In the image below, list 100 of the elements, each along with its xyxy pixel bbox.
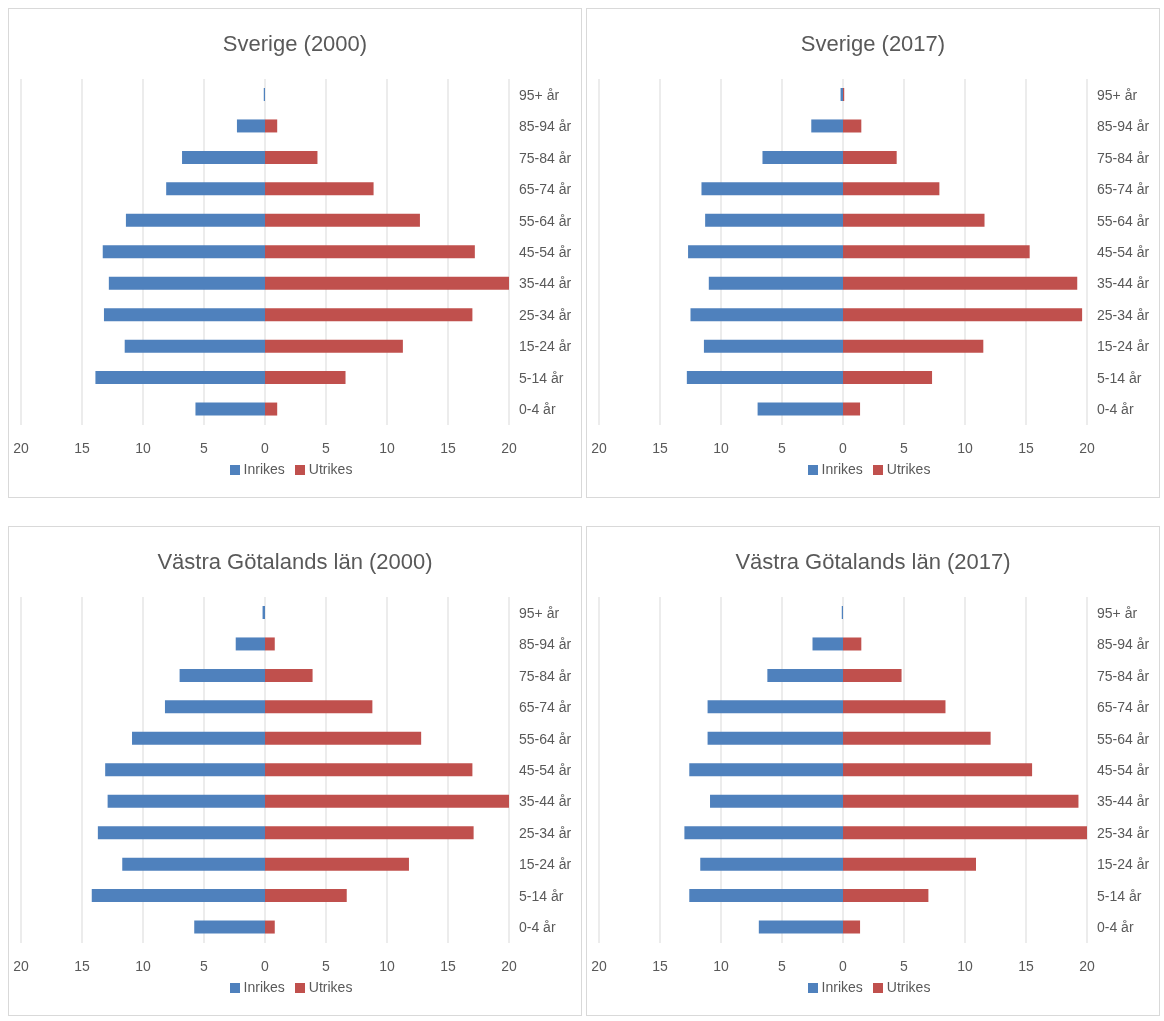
bar bbox=[688, 245, 843, 259]
y-tick-label: 75-84 år bbox=[1097, 149, 1150, 166]
bar bbox=[265, 119, 278, 133]
bar bbox=[843, 402, 861, 416]
bar bbox=[265, 826, 474, 840]
x-tick-label: 15 bbox=[1018, 957, 1034, 974]
bar bbox=[164, 700, 265, 714]
bar bbox=[843, 700, 946, 714]
bar bbox=[690, 308, 843, 322]
legend-label: Inrikes bbox=[821, 461, 863, 477]
y-tick-label: 0-4 år bbox=[519, 919, 556, 936]
y-tick-label: 35-44 år bbox=[1097, 275, 1150, 292]
y-tick-label: 95+ år bbox=[519, 604, 560, 621]
bar bbox=[758, 920, 843, 934]
x-tick-label: 10 bbox=[379, 957, 395, 974]
y-tick-label: 0-4 år bbox=[1097, 401, 1134, 418]
x-tick-label: 10 bbox=[135, 957, 151, 974]
y-tick-label: 35-44 år bbox=[519, 275, 572, 292]
bar bbox=[265, 763, 473, 777]
y-tick-label: 55-64 år bbox=[519, 212, 572, 229]
x-tick-label: 20 bbox=[501, 439, 517, 456]
y-tick-label: 85-94 år bbox=[1097, 118, 1150, 135]
bar bbox=[843, 213, 985, 227]
bar bbox=[843, 150, 897, 164]
y-tick-label: 45-54 år bbox=[519, 761, 572, 778]
bar bbox=[705, 213, 843, 227]
y-tick-label: 85-94 år bbox=[519, 636, 572, 653]
y-tick-label: 35-44 år bbox=[519, 793, 572, 810]
bar bbox=[843, 826, 1087, 840]
bar bbox=[179, 668, 265, 682]
y-tick-label: 55-64 år bbox=[1097, 730, 1150, 747]
y-tick-label: 25-34 år bbox=[1097, 306, 1150, 323]
y-tick-label: 15-24 år bbox=[1097, 856, 1150, 873]
x-tick-label: 10 bbox=[957, 439, 973, 456]
x-tick-label: 0 bbox=[839, 439, 848, 456]
y-tick-label: 15-24 år bbox=[1097, 338, 1150, 355]
bar bbox=[707, 700, 843, 714]
legend-label: Utrikes bbox=[886, 461, 931, 477]
bar bbox=[265, 150, 318, 164]
bar bbox=[107, 794, 265, 808]
y-tick-label: 25-34 år bbox=[1097, 824, 1150, 841]
bar bbox=[843, 371, 933, 385]
bar bbox=[684, 826, 843, 840]
x-tick-label: 15 bbox=[74, 439, 90, 456]
chart-title: Västra Götalands län (2000) bbox=[156, 548, 434, 576]
bar bbox=[843, 245, 1030, 259]
bar bbox=[91, 889, 265, 903]
chart-title: Västra Götalands län (2017) bbox=[734, 548, 1012, 576]
bar bbox=[843, 276, 1078, 290]
x-tick-label: 5 bbox=[900, 439, 909, 456]
bar bbox=[689, 889, 843, 903]
bar bbox=[843, 763, 1033, 777]
legend-label: Utrikes bbox=[308, 461, 353, 477]
bar bbox=[194, 920, 265, 934]
bar bbox=[265, 637, 275, 651]
bar bbox=[166, 182, 265, 196]
y-tick-label: 95+ år bbox=[519, 86, 560, 103]
chart-title: Sverige (2017) bbox=[799, 30, 947, 58]
bar bbox=[108, 276, 265, 290]
bar bbox=[703, 339, 843, 353]
y-tick-label: 45-54 år bbox=[519, 243, 572, 260]
x-tick-label: 5 bbox=[200, 439, 209, 456]
y-tick-label: 15-24 år bbox=[519, 856, 572, 873]
bar bbox=[707, 731, 843, 745]
y-tick-label: 15-24 år bbox=[519, 338, 572, 355]
x-tick-label: 0 bbox=[839, 957, 848, 974]
bar bbox=[265, 889, 347, 903]
y-tick-label: 5-14 år bbox=[519, 887, 564, 904]
y-tick-label: 65-74 år bbox=[1097, 699, 1150, 716]
legend-label: Inrikes bbox=[243, 979, 285, 995]
x-tick-label: 20 bbox=[1079, 439, 1095, 456]
bar bbox=[811, 119, 843, 133]
x-tick-label: 10 bbox=[135, 439, 151, 456]
bar bbox=[767, 668, 843, 682]
bar bbox=[689, 763, 843, 777]
x-tick-label: 20 bbox=[591, 439, 607, 456]
bar bbox=[265, 308, 473, 322]
bar bbox=[843, 857, 976, 871]
x-tick-label: 15 bbox=[652, 439, 668, 456]
x-tick-label: 15 bbox=[1018, 439, 1034, 456]
x-tick-label: 20 bbox=[13, 957, 29, 974]
bar bbox=[708, 276, 843, 290]
bar bbox=[265, 276, 509, 290]
bar bbox=[105, 763, 265, 777]
bar bbox=[265, 731, 422, 745]
x-tick-label: 20 bbox=[1079, 957, 1095, 974]
bar bbox=[195, 402, 265, 416]
x-tick-label: 15 bbox=[440, 439, 456, 456]
bar bbox=[843, 731, 991, 745]
y-tick-label: 5-14 år bbox=[1097, 887, 1142, 904]
bar bbox=[843, 637, 862, 651]
y-tick-label: 75-84 år bbox=[519, 667, 572, 684]
bar bbox=[265, 857, 409, 871]
y-tick-label: 45-54 år bbox=[1097, 761, 1150, 778]
bar bbox=[265, 668, 313, 682]
y-tick-label: 35-44 år bbox=[1097, 793, 1150, 810]
y-tick-label: 25-34 år bbox=[519, 824, 572, 841]
y-tick-label: 75-84 år bbox=[519, 149, 572, 166]
x-tick-label: 15 bbox=[74, 957, 90, 974]
x-tick-label: 10 bbox=[957, 957, 973, 974]
